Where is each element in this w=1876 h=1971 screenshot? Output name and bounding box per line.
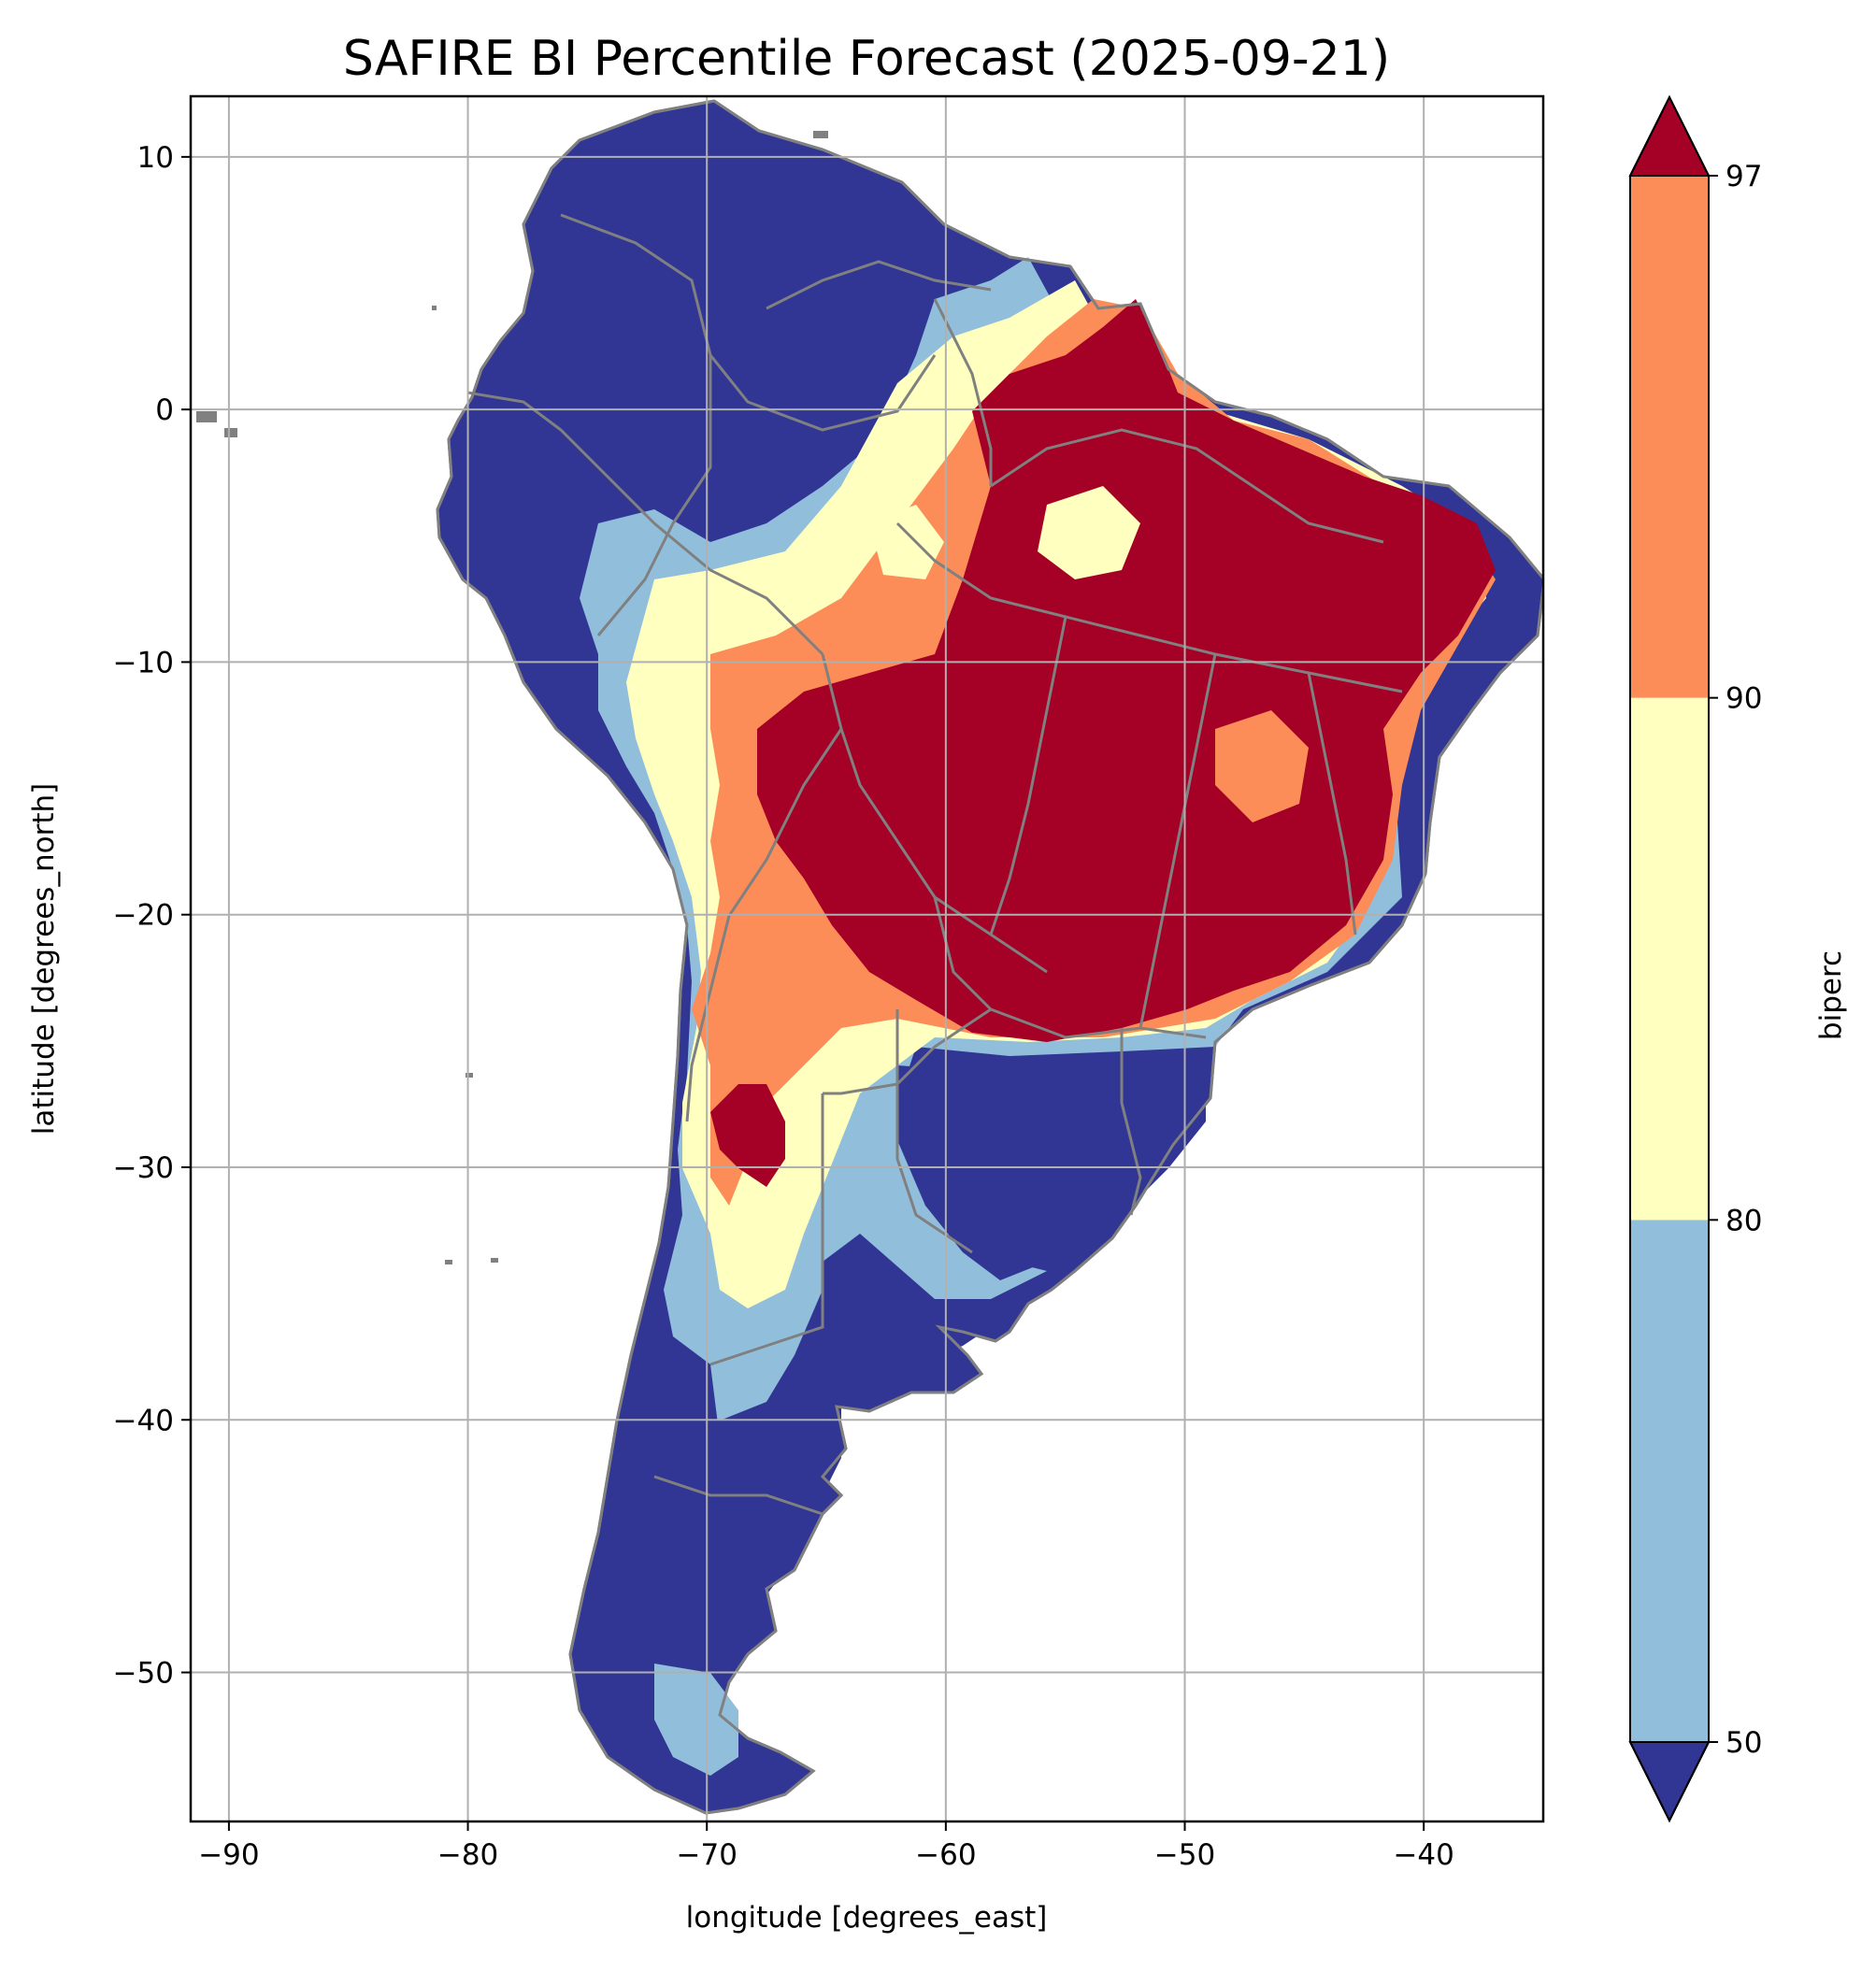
country-boundaries [436,99,1543,1815]
map-grid [191,96,1543,1821]
colorbar: 50 80 90 97 [1628,94,1762,1823]
colorbar-band [1630,1220,1709,1742]
island-marker-4 [491,1258,498,1263]
y-axis-label: latitude [degrees_north] [27,783,61,1135]
y-tick-label: 10 [137,141,174,175]
x-axis-ticks: −90 −80 −70 −60 −50 −40 [198,1821,1454,1872]
y-axis-ticks: 10 0 −10 −20 −30 −40 −50 [113,141,191,1691]
y-tick-label: −50 [113,1657,174,1691]
island-marker-3 [445,1260,452,1264]
region-above-97 [757,299,1496,1042]
map-frame [189,94,1545,1823]
offshore-islands [196,131,828,1264]
x-tick-label: −40 [1393,1838,1454,1872]
y-tick-label: −20 [113,899,174,933]
region-below-50-south [897,1065,1206,1280]
region-80-90-pocket [1038,486,1140,579]
x-tick-label: −60 [915,1838,976,1872]
galapagos-islands-2 [224,428,237,437]
x-axis-label: longitude [degrees_east] [686,1901,1048,1935]
colorbar-band [1630,697,1709,1221]
colorbar-tick-label: 50 [1726,1726,1762,1760]
colorbar-extend-top [1628,94,1711,177]
colorbar-tick-label: 97 [1726,160,1762,193]
y-tick-label: −40 [113,1404,174,1437]
biperc-regions [580,257,1496,1776]
caribbean-islands [813,131,828,138]
island-marker-2 [465,1073,473,1078]
galapagos-islands [196,411,217,422]
x-tick-label: −70 [677,1838,738,1872]
region-above-97-south [710,1084,785,1187]
region-90-97-pocket [1215,710,1309,822]
region-below-50-patagonia [617,1290,991,1748]
region-80-90-pocket-2 [869,505,944,579]
island-marker [432,306,437,310]
colorbar-band [1630,176,1709,698]
y-tick-label: −10 [113,646,174,679]
y-tick-label: −30 [113,1151,174,1185]
x-tick-label: −80 [437,1838,498,1872]
region-50-80-tierra [654,1664,738,1776]
colorbar-extend-bottom [1628,1741,1711,1823]
colorbar-tick-label: 90 [1726,682,1762,716]
colorbar-label: biperc [1814,950,1848,1040]
map-axes: −90 −80 −70 −60 −50 −40 10 0 −10 −20 −30 −40 −50 [113,94,1545,1872]
y-tick-label: 0 [155,393,174,427]
chart-title: SAFIRE BI Percentile Forecast (2025-09-2… [343,31,1390,87]
x-tick-label: −90 [198,1838,259,1872]
colorbar-tick-label: 80 [1726,1204,1762,1237]
x-tick-label: −50 [1154,1838,1215,1872]
